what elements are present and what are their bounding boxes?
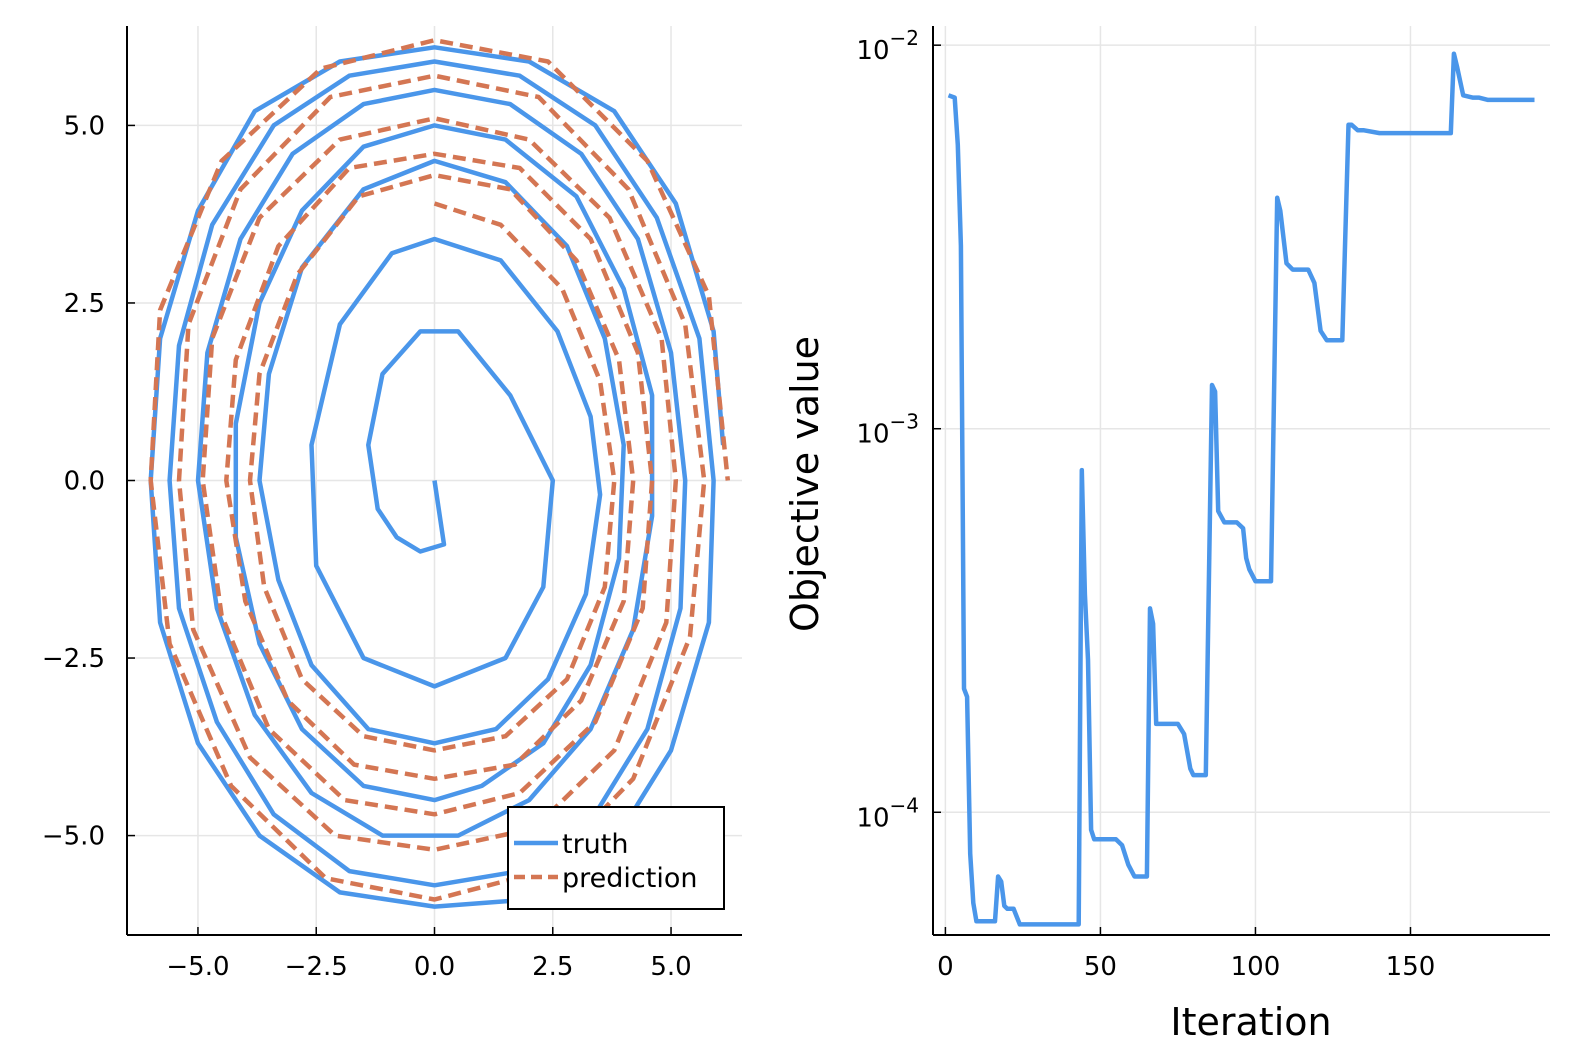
y-tick-label: 10−3	[856, 410, 919, 450]
objective-plot: 0 50 100 150 10−4 10−3 10−2 Iteration Objectiv…	[783, 26, 1550, 1044]
x-tick-label: 50	[1084, 952, 1117, 982]
legend-prediction-label: prediction	[562, 863, 697, 894]
x-tick-label: 0.0	[414, 952, 455, 982]
x-tick-label: 2.5	[532, 952, 573, 982]
y-axis-label: Objective value	[783, 336, 827, 632]
objective-plot-ticks: 0 50 100 150 10−4 10−3 10−2	[856, 26, 1435, 982]
x-tick-label: 5.0	[650, 952, 691, 982]
phase-plot-series	[148, 37, 731, 909]
x-tick-label: 0	[937, 952, 954, 982]
x-tick-label: 150	[1386, 952, 1436, 982]
legend-box	[507, 806, 725, 910]
objective-plot-series	[947, 51, 1535, 927]
objective-plot-grid	[933, 26, 1550, 935]
y-tick-label: 0.0	[64, 467, 105, 497]
x-tick-label: −5.0	[166, 952, 229, 982]
y-tick-label: 5.0	[64, 111, 105, 141]
objective-plot-axes	[932, 26, 1550, 936]
x-tick-label: 100	[1231, 952, 1281, 982]
y-tick-label: 10−4	[856, 793, 919, 833]
y-tick-label: 2.5	[64, 289, 105, 319]
series-truth	[148, 45, 726, 909]
phase-plot: −5.0 −2.5 0.0 2.5 5.0 −5.0 −2.5 0.0 2.5 5.0 truth…	[42, 26, 742, 982]
y-tick-label: −2.5	[42, 644, 105, 674]
y-tick-label: 10−2	[856, 26, 919, 66]
phase-plot-ticks: −5.0 −2.5 0.0 2.5 5.0 −5.0 −2.5 0.0 2.5 5.0	[42, 111, 692, 982]
series-objective	[947, 51, 1535, 927]
series-prediction	[148, 37, 731, 902]
legend: truth prediction	[507, 806, 725, 910]
x-tick-label: −2.5	[285, 952, 348, 982]
x-axis-label: Iteration	[1170, 1000, 1331, 1044]
legend-truth-label: truth	[562, 829, 629, 860]
y-tick-label: −5.0	[42, 822, 105, 852]
